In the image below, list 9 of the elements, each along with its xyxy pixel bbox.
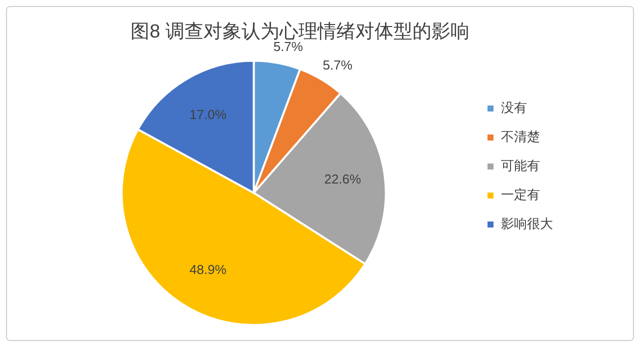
data-label: 48.9% bbox=[190, 262, 227, 277]
data-label: 22.6% bbox=[324, 172, 362, 187]
legend-label: 不清楚 bbox=[501, 129, 540, 144]
data-label: 17.0% bbox=[190, 107, 227, 122]
legend-label: 一定有 bbox=[501, 187, 540, 202]
legend-label: 没有 bbox=[501, 100, 527, 116]
legend-label: 可能有 bbox=[501, 158, 540, 174]
legend-label: 影响很大 bbox=[501, 216, 553, 232]
data-label: 5.7% bbox=[322, 57, 353, 72]
